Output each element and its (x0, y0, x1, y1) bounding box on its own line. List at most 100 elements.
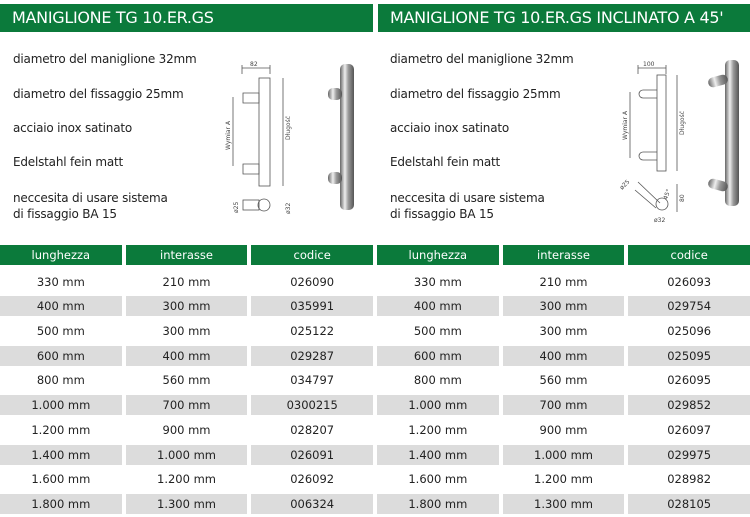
table-row: 1.400 mm 1.000 mm 026091 (0, 443, 374, 468)
table-cell: 026091 (251, 444, 374, 465)
table-cell: 026095 (667, 373, 712, 388)
table-row: 600 mm 400 mm 025095 (377, 344, 750, 369)
right-spec-2: diametro del fissaggio 25mm (390, 87, 561, 101)
table-cell: 900 mm (162, 422, 211, 437)
table-cell: 600 mm (0, 345, 122, 366)
table-row: 400 mm 300 mm 029754 (377, 294, 750, 319)
table-cell: 026097 (667, 422, 712, 437)
right-dim-angle: 45° (662, 188, 672, 200)
table-cell: 400 mm (0, 296, 122, 317)
table-cell: 029975 (628, 444, 750, 465)
left-title: MANIGLIONE TG 10.ER.GS (0, 4, 373, 32)
table-cell: 025095 (628, 345, 750, 366)
left-technical-drawing: 82 Wymiar A Długość ø25 ø32 (225, 61, 354, 214)
table-cell: 400 mm (125, 345, 248, 366)
left-table: lunghezza interasse codice 330 mm 210 mm 0260… (0, 245, 374, 517)
right-spec-5: neccesita di usare sistema (390, 191, 545, 205)
left-spec-5: neccesita di usare sistema (13, 191, 168, 205)
right-dim-d25: ø25 (618, 178, 631, 191)
table-cell: 330 mm (36, 274, 85, 289)
table-cell: 500 mm (36, 324, 85, 339)
table-row: 1.800 mm 1.300 mm 028105 (377, 492, 750, 517)
column-header: lunghezza (377, 245, 499, 265)
table-row: 500 mm 300 mm 025122 (0, 319, 373, 344)
table-row: 1.200 mm 900 mm 028207 (0, 418, 373, 443)
left-dim-d25: ø25 (233, 202, 240, 213)
table-cell: 025122 (290, 324, 335, 339)
table-row: 1.600 mm 1.200 mm 026092 (0, 467, 373, 492)
table-cell: 560 mm (539, 373, 588, 388)
column-header: codice (628, 245, 750, 265)
table-cell: 0300215 (251, 395, 374, 416)
right-dim-wymiar: Wymiar A (622, 110, 629, 140)
right-dim-length: Długość (679, 111, 686, 135)
left-spec-1: diametro del maniglione 32mm (13, 52, 197, 66)
right-spec-1: diametro del maniglione 32mm (390, 52, 574, 66)
right-handle-photo (725, 60, 739, 206)
table-cell: 500 mm (413, 324, 462, 339)
table-cell: 028105 (628, 493, 750, 514)
table-row: 1.000 mm 700 mm 0300215 (0, 393, 374, 418)
left-spec-3: acciaio inox satinato (13, 121, 133, 135)
right-table: lunghezza interasse codice 330 mm 210 mm 0260… (377, 245, 750, 517)
table-row: 330 mm 210 mm 026093 (377, 270, 750, 295)
table-cell: 1.000 mm (502, 444, 625, 465)
table-cell: 026092 (290, 472, 335, 487)
right-dim-width: 100 (643, 61, 655, 68)
table-row: 800 mm 560 mm 026095 (377, 368, 750, 393)
table-cell: 400 mm (502, 345, 625, 366)
left-spec-2: diametro del fissaggio 25mm (13, 87, 184, 101)
table-row: 1.400 mm 1.000 mm 029975 (377, 443, 750, 468)
table-cell: 1.400 mm (0, 444, 122, 465)
table-cell: 1.000 mm (0, 395, 122, 416)
table-cell: 1.600 mm (31, 472, 91, 487)
left-dim-d32: ø32 (285, 203, 292, 214)
table-cell: 560 mm (162, 373, 211, 388)
table-cell: 006324 (251, 493, 374, 514)
table-cell: 1.400 mm (377, 444, 499, 465)
table-cell: 900 mm (539, 422, 588, 437)
right-technical-drawing: 100 Wymiar A Długość ø25 45° 80 ø32 (618, 60, 739, 224)
table-cell: 026093 (667, 274, 712, 289)
left-dim-width: 82 (250, 61, 258, 68)
right-dim-d32: ø32 (654, 217, 665, 224)
table-cell: 1.000 mm (125, 444, 248, 465)
column-header: interasse (502, 245, 625, 265)
right-dim-depth: 80 (679, 194, 686, 202)
table-cell: 700 mm (125, 395, 248, 416)
table-cell: 1.800 mm (0, 493, 122, 514)
right-spec-3: acciaio inox satinato (390, 121, 510, 135)
table-cell: 1.200 mm (534, 472, 593, 487)
column-header: codice (251, 245, 374, 265)
table-cell: 300 mm (125, 296, 248, 317)
table-cell: 028207 (290, 422, 335, 437)
table-cell: 300 mm (539, 324, 588, 339)
table-row: 1.600 mm 1.200 mm 028982 (377, 467, 750, 492)
table-cell: 1.300 mm (125, 493, 248, 514)
table-row: 400 mm 300 mm 035991 (0, 294, 374, 319)
table-cell: 400 mm (377, 296, 499, 317)
table-cell: 029852 (628, 395, 750, 416)
table-cell: 025096 (667, 324, 712, 339)
table-cell: 800 mm (413, 373, 462, 388)
table-row: 1.000 mm 700 mm 029852 (377, 393, 750, 418)
table-cell: 300 mm (502, 296, 625, 317)
column-header: lunghezza (0, 245, 122, 265)
table-header: lunghezza interasse codice (0, 245, 374, 270)
table-cell: 1.000 mm (377, 395, 499, 416)
left-dim-wymiar: Wymiar A (225, 120, 232, 150)
table-cell: 300 mm (162, 324, 211, 339)
table-row: 800 mm 560 mm 034797 (0, 368, 373, 393)
table-row: 600 mm 400 mm 029287 (0, 344, 374, 369)
table-cell: 028982 (667, 472, 712, 487)
table-cell: 700 mm (502, 395, 625, 416)
table-cell: 034797 (290, 373, 335, 388)
table-cell: 035991 (251, 296, 374, 317)
table-cell: 210 mm (162, 274, 211, 289)
right-spec-6: di fissaggio BA 15 (390, 207, 494, 221)
table-row: 330 mm 210 mm 026090 (0, 270, 373, 295)
table-cell: 330 mm (413, 274, 462, 289)
table-cell: 029754 (628, 296, 750, 317)
table-cell: 1.200 mm (31, 422, 91, 437)
table-row: 500 mm 300 mm 025096 (377, 319, 750, 344)
